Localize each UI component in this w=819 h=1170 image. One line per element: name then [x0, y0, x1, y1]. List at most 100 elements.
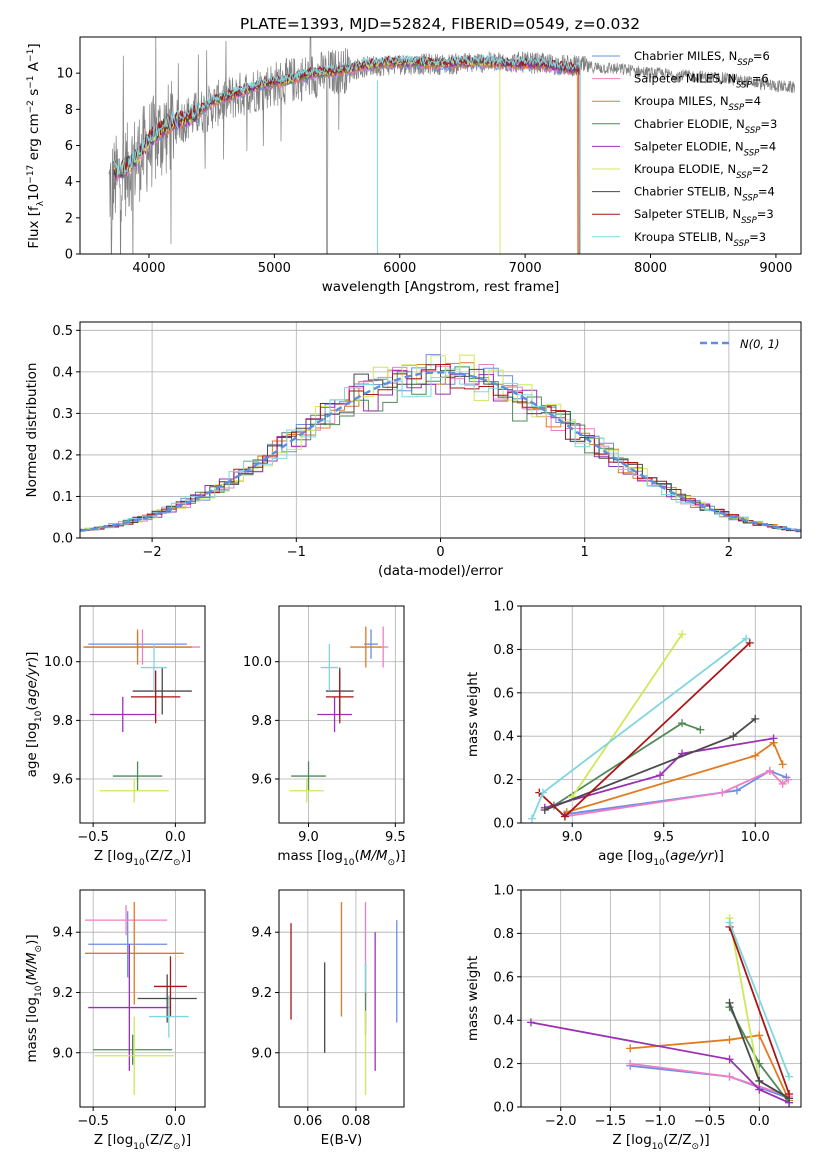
- plot-area-age-vs-mass: [289, 626, 389, 803]
- weight-line-salpeter-stelib: [538, 642, 751, 818]
- weight-line-salpeter-elodie: [530, 1021, 790, 1104]
- weight-line-chabrier-miles: [564, 769, 787, 816]
- figure-title: PLATE=1393, MJD=52824, FIBERID=0549, z=0…: [240, 15, 640, 33]
- weight-marker-kroupa-miles: [751, 751, 760, 760]
- axes-frame: [520, 605, 802, 824]
- y-tick-label: 9.4: [251, 926, 272, 941]
- axes-frame: [278, 605, 405, 824]
- weight-marker-kroupa-miles: [778, 760, 787, 769]
- panel-weight-vs-age: 9.0 9.5 10.0 0.0 0.2 0.4 0.6 0.8 1.0 age [log10(a…: [465, 600, 802, 868]
- y-axis-label: mass [log10(M/M⊙)]: [24, 934, 44, 1062]
- axes-frame: [79, 36, 802, 255]
- x-tick-label: 9.0: [562, 830, 583, 845]
- plot-area-mass-vs-Z: [84, 902, 197, 1095]
- legend-entry-chabrier-stelib: Chabrier STELIB, NSSP=4: [634, 185, 775, 204]
- weight-marker-salpeter-elodie: [755, 1085, 764, 1094]
- panel-spectrum: 4000 5000 6000 7000 8000 9000 0 2 4 6 8 10 Chabrier …: [26, 36, 802, 295]
- spectrum-model-kroupa-miles: [113, 58, 579, 254]
- y-tick-label: 0.0: [493, 817, 514, 832]
- x-axis-label: wavelength [Angstrom, rest frame]: [322, 279, 560, 295]
- y-tick-label: 9.8: [52, 714, 73, 729]
- y-tick-label: 8: [65, 103, 73, 118]
- spectrum-data-line: [108, 37, 795, 254]
- y-tick-label: 9.6: [52, 773, 73, 788]
- weight-marker-kroupa-miles: [755, 1031, 764, 1040]
- weight-marker-chabrier-stelib: [729, 732, 738, 741]
- y-axis-label: Normed distribution: [24, 363, 40, 498]
- panel-age-vs-Z: −0.5 0.0 9.6 9.8 10.0 Z [log10(Z/Z⊙)] age [log…: [24, 605, 206, 868]
- weight-marker-salpeter-stelib: [745, 638, 754, 647]
- weight-marker-chabrier-stelib: [725, 998, 734, 1007]
- y-tick-label: 0.3: [52, 407, 73, 422]
- y-tick-label: 0.0: [493, 1101, 514, 1116]
- residual-histogram-salpeter-elodie: [80, 370, 801, 532]
- weight-marker-salpeter-elodie: [725, 1055, 734, 1064]
- weight-marker-salpeter-miles: [725, 1072, 734, 1081]
- y-tick-label: 0.2: [493, 1057, 514, 1072]
- x-tick-label: 4000: [132, 261, 165, 276]
- y-tick-label: 0.1: [52, 490, 73, 505]
- y-tick-label: 9.8: [251, 714, 272, 729]
- x-axis-label: Z [log10(Z/Z⊙)]: [94, 1132, 191, 1152]
- plot-area-weight-vs-age: [527, 630, 793, 823]
- axes-frame: [79, 321, 802, 539]
- weight-marker-chabrier-elodie: [678, 719, 687, 728]
- residual-histogram-kroupa-stelib: [80, 368, 801, 531]
- weight-marker-salpeter-miles: [778, 779, 787, 788]
- weight-marker-salpeter-miles: [765, 766, 774, 775]
- panel-age-vs-mass: 9.0 9.5 9.6 9.8 10.0 mass [log10(M/M⊙)]: [243, 605, 406, 868]
- x-tick-label: −0.5: [77, 1114, 109, 1129]
- x-tick-label: 0.0: [165, 1114, 186, 1129]
- legend-entry-kroupa-stelib: Kroupa STELIB, NSSP=3: [634, 230, 766, 249]
- weight-marker-kroupa-miles: [626, 1044, 635, 1053]
- x-tick-label: 0.06: [293, 1114, 322, 1129]
- x-tick-label: −2: [143, 545, 162, 560]
- x-axis-label: mass [log10(M/M⊙)]: [277, 848, 405, 868]
- y-tick-label: 10.0: [243, 655, 272, 670]
- weight-marker-kroupa-miles: [725, 1035, 734, 1044]
- y-tick-label: 0.0: [52, 532, 73, 547]
- x-axis-label: Z [log10(Z/Z⊙)]: [94, 848, 191, 868]
- weight-line-kroupa-miles: [630, 1034, 790, 1101]
- x-axis-label: Z [log10(Z/Z⊙)]: [612, 1132, 709, 1152]
- x-tick-label: −0.5: [77, 830, 109, 845]
- plot-area-residuals: [80, 354, 801, 533]
- weight-marker-chabrier-stelib: [751, 714, 760, 723]
- x-tick-label: 9.5: [385, 830, 406, 845]
- axes-frame: [520, 889, 802, 1108]
- legend-entry-gaussian: N(0, 1): [740, 337, 780, 351]
- x-axis-label: age [log10(age/yr)]: [598, 848, 724, 868]
- y-tick-label: 9.2: [52, 986, 73, 1001]
- y-tick-label: 9.4: [52, 926, 73, 941]
- y-tick-label: 0: [65, 248, 73, 263]
- panel-mass-vs-EBV: 0.06 0.08 9.0 9.2 9.4 E(B-V): [251, 889, 405, 1148]
- x-tick-label: 9000: [759, 261, 792, 276]
- x-tick-label: 0: [436, 545, 444, 560]
- weight-marker-chabrier-stelib: [540, 805, 549, 814]
- plot-area-spectrum: [108, 37, 795, 254]
- x-tick-label: 5000: [258, 261, 291, 276]
- residual-histogram-kroupa-miles: [80, 362, 801, 532]
- x-tick-label: 6000: [383, 261, 416, 276]
- y-axis-label: Flux [fλ10−17 erg cm−2 s−1 A−1]: [26, 43, 46, 248]
- x-tick-label: 9.5: [653, 830, 674, 845]
- y-tick-label: 10.0: [44, 655, 73, 670]
- weight-line-salpeter-stelib: [728, 926, 790, 1095]
- weight-marker-kroupa-stelib: [742, 634, 751, 643]
- legend-entry-salpeter-miles: Salpeter MILES, NSSP=6: [634, 72, 769, 91]
- x-tick-label: 1: [581, 545, 589, 560]
- y-tick-label: 4: [65, 175, 73, 190]
- spectrum-model-kroupa-stelib: [113, 54, 581, 254]
- panel-weight-vs-Z: −2.0 −1.5 −1.0 −0.5 0.0 0.0 0.2 0.4 0.6 0.8 1.0 Z […: [465, 884, 802, 1152]
- weight-line-salpeter-elodie: [544, 737, 774, 809]
- weight-marker-salpeter-elodie: [526, 1018, 535, 1027]
- weight-marker-salpeter-elodie: [769, 734, 778, 743]
- y-tick-label: 1.0: [493, 600, 514, 615]
- axes-frame: [278, 889, 405, 1108]
- y-tick-label: 0.5: [52, 324, 73, 339]
- weight-marker-kroupa-stelib: [527, 814, 536, 823]
- y-axis-label: mass weight: [465, 956, 481, 1041]
- plot-area-age-vs-Z: [83, 629, 201, 803]
- y-tick-label: 2: [65, 211, 73, 226]
